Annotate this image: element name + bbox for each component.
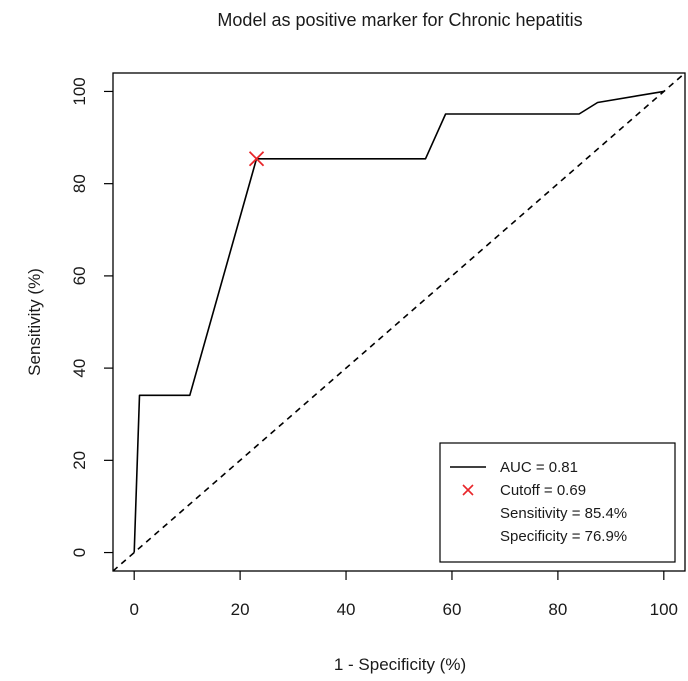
y-tick-label-60: 60 bbox=[70, 266, 89, 285]
y-tick-label-0: 0 bbox=[70, 548, 89, 557]
x-axis-title: 1 - Specificity (%) bbox=[334, 655, 466, 674]
reference-diagonal-line bbox=[113, 73, 685, 571]
legend: AUC = 0.81 Cutoff = 0.69 Sensitivity = 85.… bbox=[439, 442, 676, 563]
chart-title: Model as positive marker for Chronic hep… bbox=[217, 10, 582, 30]
y-tick-label-80: 80 bbox=[70, 174, 89, 193]
roc-curve-line bbox=[133, 90, 664, 553]
x-tick-label-0: 0 bbox=[129, 600, 138, 619]
cutoff-point-marker bbox=[248, 151, 265, 167]
x-axis: 0 20 40 60 80 100 bbox=[129, 571, 678, 619]
x-tick-label-80: 80 bbox=[548, 600, 567, 619]
legend-entry-text: AUC = 0.81 bbox=[500, 459, 578, 476]
x-tick-label-60: 60 bbox=[443, 600, 462, 619]
legend-entry-text: Specificity = 76.9% bbox=[500, 528, 627, 545]
plot-series bbox=[113, 73, 685, 571]
cutoff-marker bbox=[248, 151, 265, 167]
x-tick-label-40: 40 bbox=[337, 600, 356, 619]
plot-frame bbox=[112, 72, 686, 572]
legend-box bbox=[439, 442, 676, 563]
y-tick-label-40: 40 bbox=[70, 359, 89, 378]
y-axis-title: Sensitivity (%) bbox=[25, 268, 44, 376]
y-axis: 0 20 40 60 80 100 bbox=[70, 77, 113, 557]
legend-entry-text: Cutoff = 0.69 bbox=[500, 482, 586, 499]
y-tick-label-100: 100 bbox=[70, 77, 89, 105]
x-tick-label-20: 20 bbox=[231, 600, 250, 619]
legend-cross-symbol bbox=[462, 484, 474, 496]
y-tick-label-20: 20 bbox=[70, 451, 89, 470]
x-tick-label-100: 100 bbox=[650, 600, 678, 619]
legend-entry-text: Sensitivity = 85.4% bbox=[500, 505, 627, 522]
